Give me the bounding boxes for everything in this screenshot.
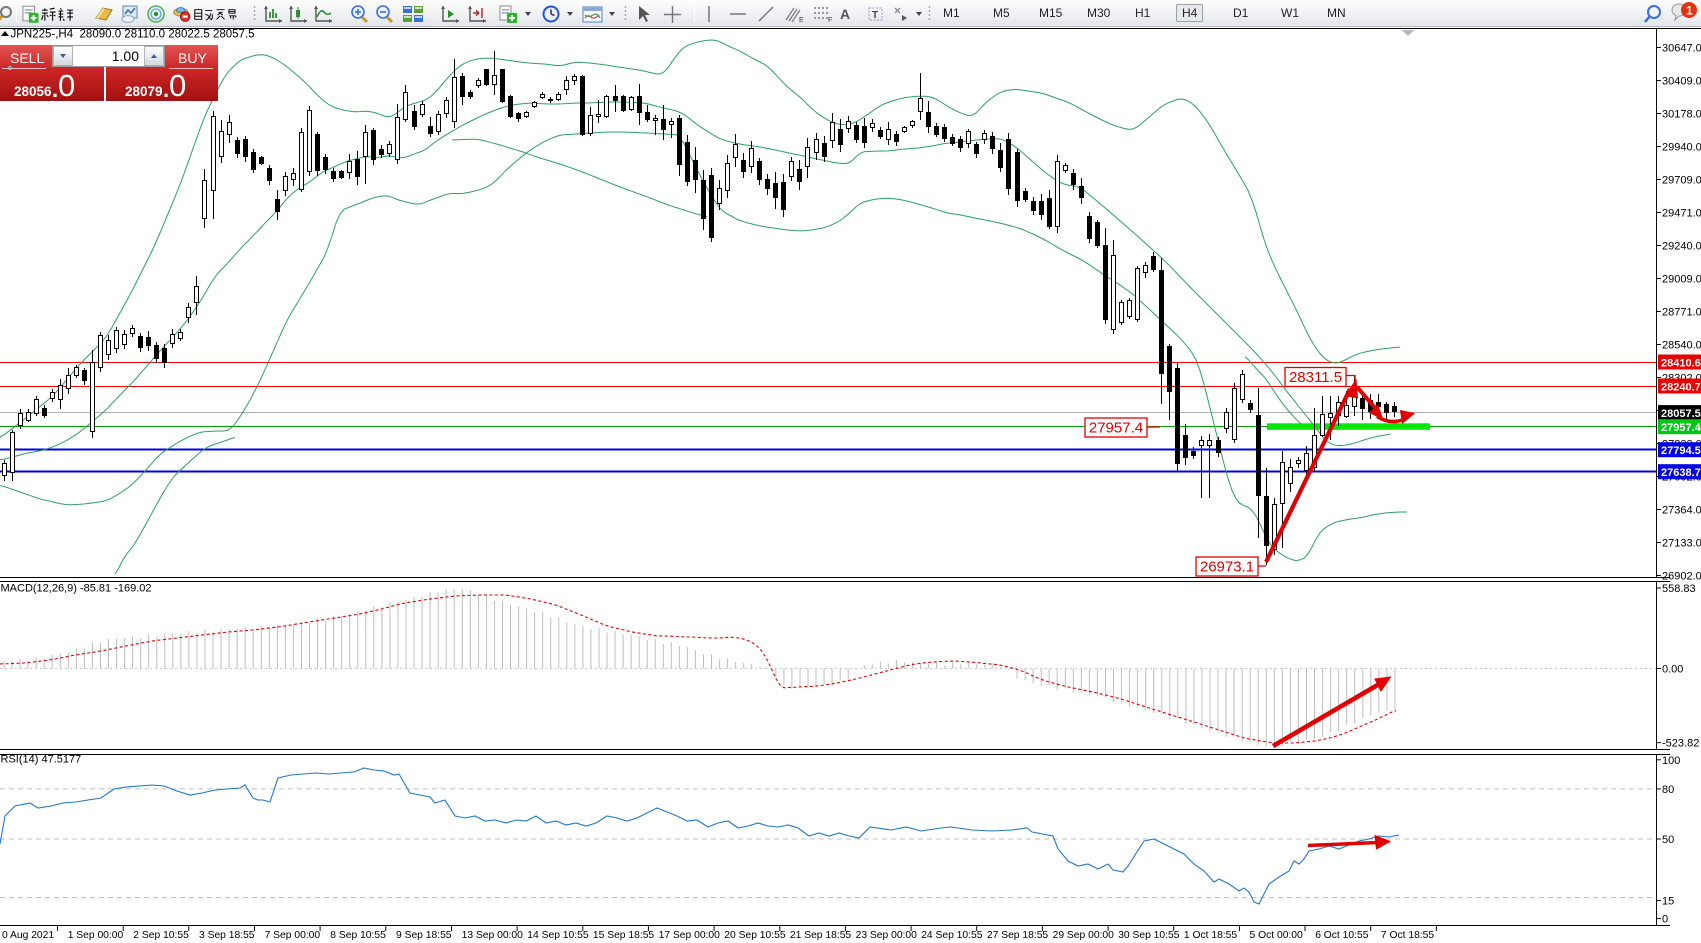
svg-text:27364.0: 27364.0 xyxy=(1662,505,1701,517)
svg-text:MACD(12,26,9) -85.81 -169.02: MACD(12,26,9) -85.81 -169.02 xyxy=(1,583,152,595)
svg-text:29009.0: 29009.0 xyxy=(1662,274,1701,286)
svg-text:-523.82: -523.82 xyxy=(1662,738,1699,750)
svg-text:30 Sep 10:55: 30 Sep 10:55 xyxy=(1118,930,1180,941)
svg-text:27638.7: 27638.7 xyxy=(1661,467,1701,479)
svg-text:6 Oct 10:55: 6 Oct 10:55 xyxy=(1315,930,1369,941)
svg-text:27 Sep 18:55: 27 Sep 18:55 xyxy=(987,930,1049,941)
svg-text:T: T xyxy=(872,10,878,21)
svg-text:27133.0: 27133.0 xyxy=(1662,538,1701,550)
svg-text:80: 80 xyxy=(1662,784,1674,796)
svg-text:24 Sep 10:55: 24 Sep 10:55 xyxy=(921,930,983,941)
svg-text:0 Aug 2021: 0 Aug 2021 xyxy=(2,930,54,941)
svg-text:2 Sep 10:55: 2 Sep 10:55 xyxy=(133,930,189,941)
svg-text:13 Sep 00:00: 13 Sep 00:00 xyxy=(462,930,524,941)
svg-text:5 Oct 00:00: 5 Oct 00:00 xyxy=(1250,930,1304,941)
svg-text:21 Sep 18:55: 21 Sep 18:55 xyxy=(790,930,852,941)
svg-text:28057.5: 28057.5 xyxy=(1661,408,1701,420)
svg-text:28771.0: 28771.0 xyxy=(1662,307,1701,319)
svg-text:28410.6: 28410.6 xyxy=(1661,358,1701,370)
svg-text:7 Oct 18:55: 7 Oct 18:55 xyxy=(1381,930,1435,941)
svg-text:27957.4: 27957.4 xyxy=(1089,420,1143,437)
svg-text:8 Sep 10:55: 8 Sep 10:55 xyxy=(330,930,386,941)
svg-text:29240.0: 29240.0 xyxy=(1662,241,1701,253)
svg-text:29471.0: 29471.0 xyxy=(1662,208,1701,220)
svg-text:1 Oct 18:55: 1 Oct 18:55 xyxy=(1184,930,1238,941)
svg-text:7 Sep 00:00: 7 Sep 00:00 xyxy=(265,930,321,941)
svg-text:JPN225-,H4 28090.0 28110.0 28: JPN225-,H4 28090.0 28110.0 28022.5 28057… xyxy=(11,29,255,41)
svg-text:1 Sep 00:00: 1 Sep 00:00 xyxy=(68,930,124,941)
svg-text:30178.0: 30178.0 xyxy=(1662,109,1701,121)
svg-text:26973.1: 26973.1 xyxy=(1200,559,1254,576)
svg-text:15: 15 xyxy=(1662,896,1674,908)
svg-text:558.83: 558.83 xyxy=(1662,583,1696,595)
svg-text:14 Sep 10:55: 14 Sep 10:55 xyxy=(527,930,589,941)
svg-text:17 Sep 00:00: 17 Sep 00:00 xyxy=(659,930,721,941)
svg-text:15 Sep 18:55: 15 Sep 18:55 xyxy=(593,930,655,941)
svg-text:3 Sep 18:55: 3 Sep 18:55 xyxy=(199,930,255,941)
svg-text:28240.7: 28240.7 xyxy=(1661,382,1701,394)
svg-text:9 Sep 18:55: 9 Sep 18:55 xyxy=(396,930,452,941)
svg-text:29 Sep 00:00: 29 Sep 00:00 xyxy=(1053,930,1115,941)
svg-text:28540.0: 28540.0 xyxy=(1662,340,1701,352)
svg-text:20 Sep 10:55: 20 Sep 10:55 xyxy=(724,930,786,941)
svg-text:30647.0: 30647.0 xyxy=(1662,43,1701,55)
svg-text:23 Sep 00:00: 23 Sep 00:00 xyxy=(856,930,918,941)
svg-text:100: 100 xyxy=(1662,755,1680,767)
svg-text:29709.0: 29709.0 xyxy=(1662,175,1701,187)
svg-text:27957.4: 27957.4 xyxy=(1661,422,1701,434)
svg-text:50: 50 xyxy=(1662,834,1674,846)
svg-text:1: 1 xyxy=(1686,4,1693,18)
svg-text:29940.0: 29940.0 xyxy=(1662,142,1701,154)
svg-text:E: E xyxy=(799,17,804,24)
svg-text:F: F xyxy=(828,17,832,24)
svg-text:30409.0: 30409.0 xyxy=(1662,76,1701,88)
svg-text:27794.5: 27794.5 xyxy=(1661,445,1701,457)
svg-text:28311.5: 28311.5 xyxy=(1289,369,1342,386)
svg-text:RSI(14) 47.5177: RSI(14) 47.5177 xyxy=(1,754,82,766)
svg-text:0.00: 0.00 xyxy=(1662,664,1683,676)
svg-text:0: 0 xyxy=(1662,914,1668,926)
svg-text:26902.0: 26902.0 xyxy=(1662,571,1701,583)
